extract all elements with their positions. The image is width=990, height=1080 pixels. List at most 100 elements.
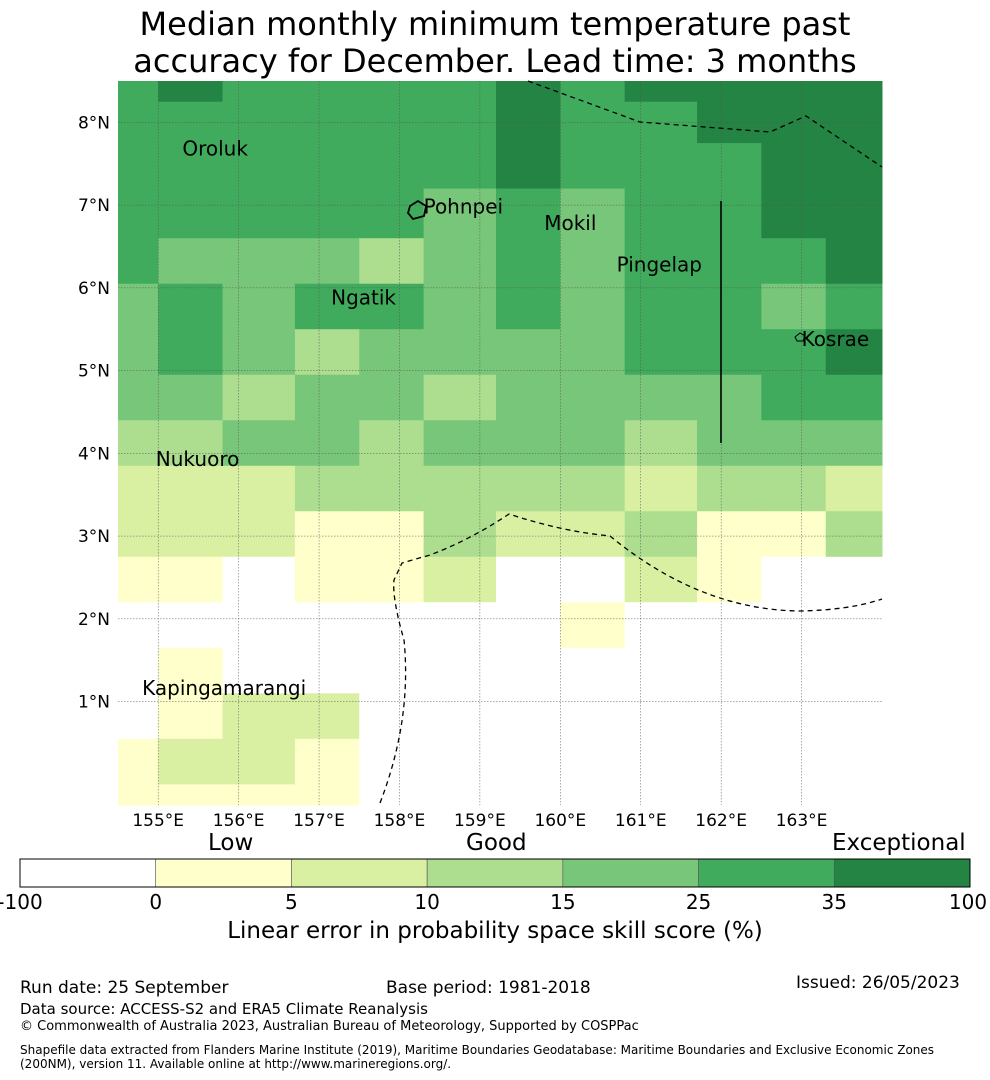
grid-cell [118, 143, 159, 190]
colorbar-tick: 5 [285, 890, 298, 914]
grid-cell [158, 143, 224, 190]
lat-tick-label: 6°N [78, 279, 110, 299]
grid-cell [222, 784, 296, 806]
grid-cell [697, 420, 762, 467]
grid-cell [423, 465, 497, 512]
grid-cell [118, 602, 159, 649]
grid-cell [560, 738, 626, 785]
place-label-kapingamarangi: Kapingamarangi [142, 676, 306, 700]
grid-cell [624, 602, 698, 649]
grid-cell [158, 420, 224, 467]
grid-cell [560, 556, 626, 603]
grid-cell [158, 647, 224, 694]
grid-cell [624, 465, 698, 512]
grid-cell [222, 647, 296, 694]
colorbar-bin [833, 858, 971, 888]
grid-cell [423, 784, 497, 806]
grid-cell [560, 420, 626, 467]
pohnpei-island-icon [407, 199, 428, 221]
grid-cell [761, 693, 827, 740]
grid-cell [294, 602, 360, 649]
grid-cell [158, 602, 224, 649]
grid-cell [624, 81, 698, 103]
islands [407, 199, 806, 342]
grid-cell [359, 143, 425, 190]
grid-cell [118, 81, 159, 103]
place-label-pohnpei: Pohnpei [424, 194, 504, 218]
grid-cell [495, 420, 561, 467]
grid-cell [825, 738, 883, 785]
grid-cell [294, 693, 360, 740]
eez-boundaries [379, 80, 883, 804]
grid-cell [825, 143, 883, 190]
grid-cell [761, 238, 827, 285]
grid-cell [118, 511, 159, 558]
grid-cell [560, 693, 626, 740]
grid-cell [495, 143, 561, 190]
grid-cell [294, 511, 360, 558]
grid-cell [118, 647, 159, 694]
grid-cell [761, 738, 827, 785]
grid-cell [761, 647, 827, 694]
grid-cell [118, 420, 159, 467]
eez-boundary-south [379, 513, 883, 804]
lon-tick-label: 156°E [213, 811, 265, 831]
grid-cell [624, 420, 698, 467]
grid-cell [495, 647, 561, 694]
colorbar-tick: 0 [149, 890, 163, 914]
place-label-ngatik: Ngatik [331, 285, 396, 309]
lat-tick-label: 2°N [78, 610, 110, 630]
grid-cell [560, 329, 626, 376]
run-date: Run date: 25 September [20, 978, 229, 998]
grid-cell [560, 238, 626, 285]
grid-cell [423, 556, 497, 603]
grid-cell [624, 738, 698, 785]
issued-date: Issued: 26/05/2023 [796, 973, 960, 993]
grid-cell [222, 465, 296, 512]
grid-cell [222, 511, 296, 558]
grid-cell [761, 329, 827, 376]
grid-cell [359, 188, 425, 239]
colorbar-bin [291, 858, 428, 888]
grid-cell [423, 143, 497, 190]
axis-labels: 1°N 2°N 3°N 4°N 5°N 6°N 7°N 8°N 155°E 156°E 157°E 1… [78, 113, 827, 831]
grid-cell [118, 556, 159, 603]
grid-cell [697, 188, 762, 239]
grid-cell [624, 693, 698, 740]
grid-cell [495, 784, 561, 806]
grid-cell [825, 329, 883, 376]
grid-cell [560, 374, 626, 421]
lon-tick-label: 163°E [776, 811, 828, 831]
grid-cell [423, 238, 497, 285]
grid-cell [423, 511, 497, 558]
grid-cell [560, 81, 626, 103]
grid-cell [222, 420, 296, 467]
grid-cell [158, 784, 224, 806]
grid-cell [359, 420, 425, 467]
grid-cell [118, 465, 159, 512]
grid-cell [495, 238, 561, 285]
grid-cell [222, 188, 296, 239]
grid-cell [118, 283, 159, 330]
grid-cell [294, 283, 360, 330]
copyright: © Commonwealth of Australia 2023, Austra… [20, 1019, 639, 1034]
grid-cell [158, 81, 224, 103]
grid-cell [222, 556, 296, 603]
grid-cell [495, 374, 561, 421]
lon-tick-label: 157°E [293, 811, 345, 831]
grid-cell [118, 329, 159, 376]
colorbar-bin [562, 858, 699, 888]
grid-cell [624, 188, 698, 239]
grid-cell [359, 81, 425, 103]
grid-cell [158, 738, 224, 785]
grid-cell [761, 784, 827, 806]
grid-cell [423, 283, 497, 330]
eez-boundary-north [527, 80, 883, 168]
grid-cell [294, 81, 360, 103]
grid-cell [158, 238, 224, 285]
grid-cell [118, 784, 159, 806]
grid-cell [697, 329, 762, 376]
category-low: Low [208, 830, 254, 856]
grid-cell [697, 556, 762, 603]
grid-cell [294, 420, 360, 467]
